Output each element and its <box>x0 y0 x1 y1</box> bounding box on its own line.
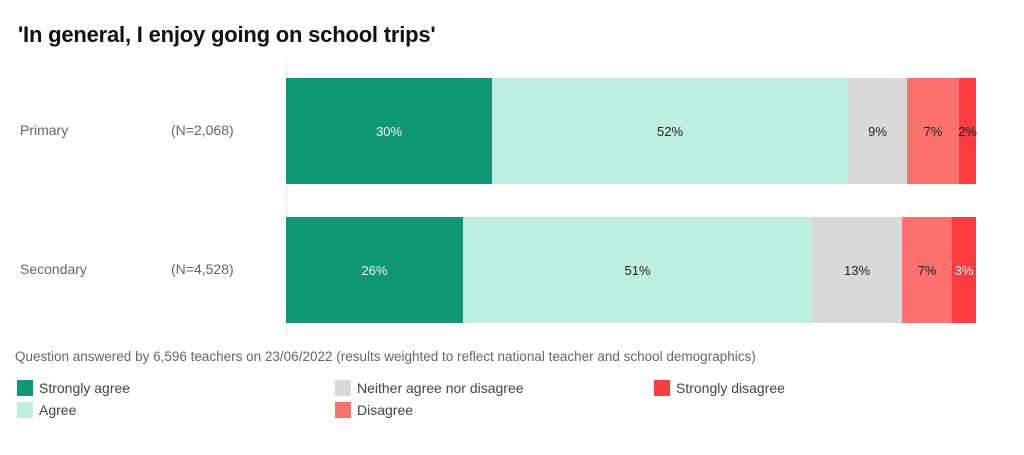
row-sample-size: (N=2,068) <box>171 122 234 138</box>
segment-strongly-agree: 26% <box>286 217 463 323</box>
legend-item-disagree: Disagree <box>335 402 413 418</box>
legend-item-neither: Neither agree nor disagree <box>335 380 524 396</box>
stacked-bar: 30% 52% 9% 7% 2% <box>286 78 977 184</box>
axis-baseline <box>286 62 287 336</box>
legend-swatch <box>335 402 351 418</box>
segment-agree: 51% <box>463 217 812 323</box>
segment-neither: 13% <box>812 217 902 323</box>
legend-swatch <box>335 380 351 396</box>
segment-agree: 52% <box>492 78 848 184</box>
legend-item-agree: Agree <box>17 402 76 418</box>
segment-strongly-disagree: 3% <box>952 217 976 323</box>
legend-item-strongly-disagree: Strongly disagree <box>654 380 785 396</box>
bar-row-primary: Primary (N=2,068) 30% 52% 9% 7% 2% <box>0 78 1024 184</box>
legend-label: Strongly disagree <box>676 380 785 396</box>
row-sample-size: (N=4,528) <box>171 261 234 277</box>
row-label: Primary <box>20 122 69 138</box>
segment-strongly-disagree: 2% <box>958 78 977 184</box>
segment-disagree: 7% <box>902 217 952 323</box>
legend: Strongly agree Agree Neither agree nor d… <box>17 380 1017 430</box>
survey-note: Question answered by 6,596 teachers on 2… <box>15 349 756 364</box>
legend-swatch <box>17 380 33 396</box>
legend-label: Agree <box>39 402 77 418</box>
legend-label: Neither agree nor disagree <box>357 380 524 396</box>
legend-swatch <box>654 380 670 396</box>
segment-neither: 9% <box>848 78 907 184</box>
legend-label: Disagree <box>357 402 414 418</box>
row-label: Secondary <box>20 261 87 277</box>
legend-swatch <box>17 402 33 418</box>
legend-label: Strongly agree <box>39 380 131 396</box>
legend-item-strongly-agree: Strongly agree <box>17 380 130 396</box>
chart-title: 'In general, I enjoy going on school tri… <box>18 22 436 47</box>
stacked-bar: 26% 51% 13% 7% 3% <box>286 217 976 323</box>
bar-row-secondary: Secondary (N=4,528) 26% 51% 13% 7% 3% <box>0 217 1024 323</box>
segment-strongly-agree: 30% <box>286 78 492 184</box>
segment-disagree: 7% <box>907 78 959 184</box>
